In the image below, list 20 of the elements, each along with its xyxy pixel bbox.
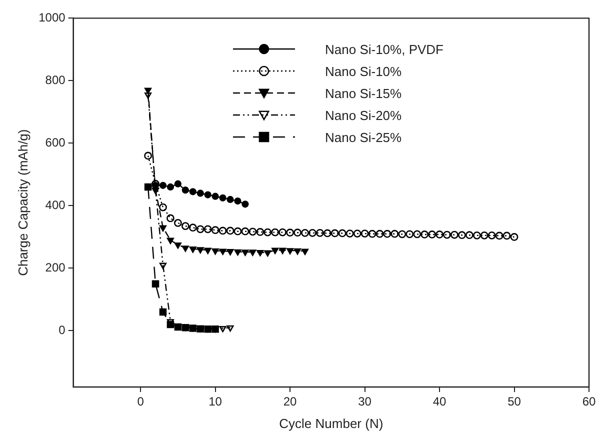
- x-axis-title: Cycle Number (N): [279, 416, 384, 431]
- legend-label: Nano Si-15%: [325, 86, 402, 100]
- x-tick-label: 30: [358, 394, 372, 409]
- y-tick-label: 0: [58, 323, 66, 338]
- x-tick-label: 10: [208, 394, 222, 409]
- y-tick-label: 200: [45, 260, 66, 275]
- x-tick-label: 60: [582, 394, 596, 409]
- legend-label: Nano Si-25%: [325, 130, 402, 144]
- x-tick-label: 40: [432, 394, 447, 409]
- x-tick-label: 0: [137, 394, 144, 409]
- legend-label: Nano Si-10%, PVDF: [325, 42, 444, 56]
- y-tick-label: 400: [45, 198, 66, 212]
- y-tick-label: 800: [45, 73, 66, 88]
- y-tick-label: 600: [45, 136, 66, 150]
- y-tick-label: 1000: [38, 10, 66, 25]
- x-tick-label: 50: [508, 394, 522, 409]
- legend-label: Nano Si-20%: [325, 108, 402, 122]
- y-axis-title: Charge Capacity (mAh/g): [15, 129, 30, 276]
- x-tick-label: 20: [283, 394, 298, 409]
- legend-label: Nano Si-10%: [325, 64, 402, 78]
